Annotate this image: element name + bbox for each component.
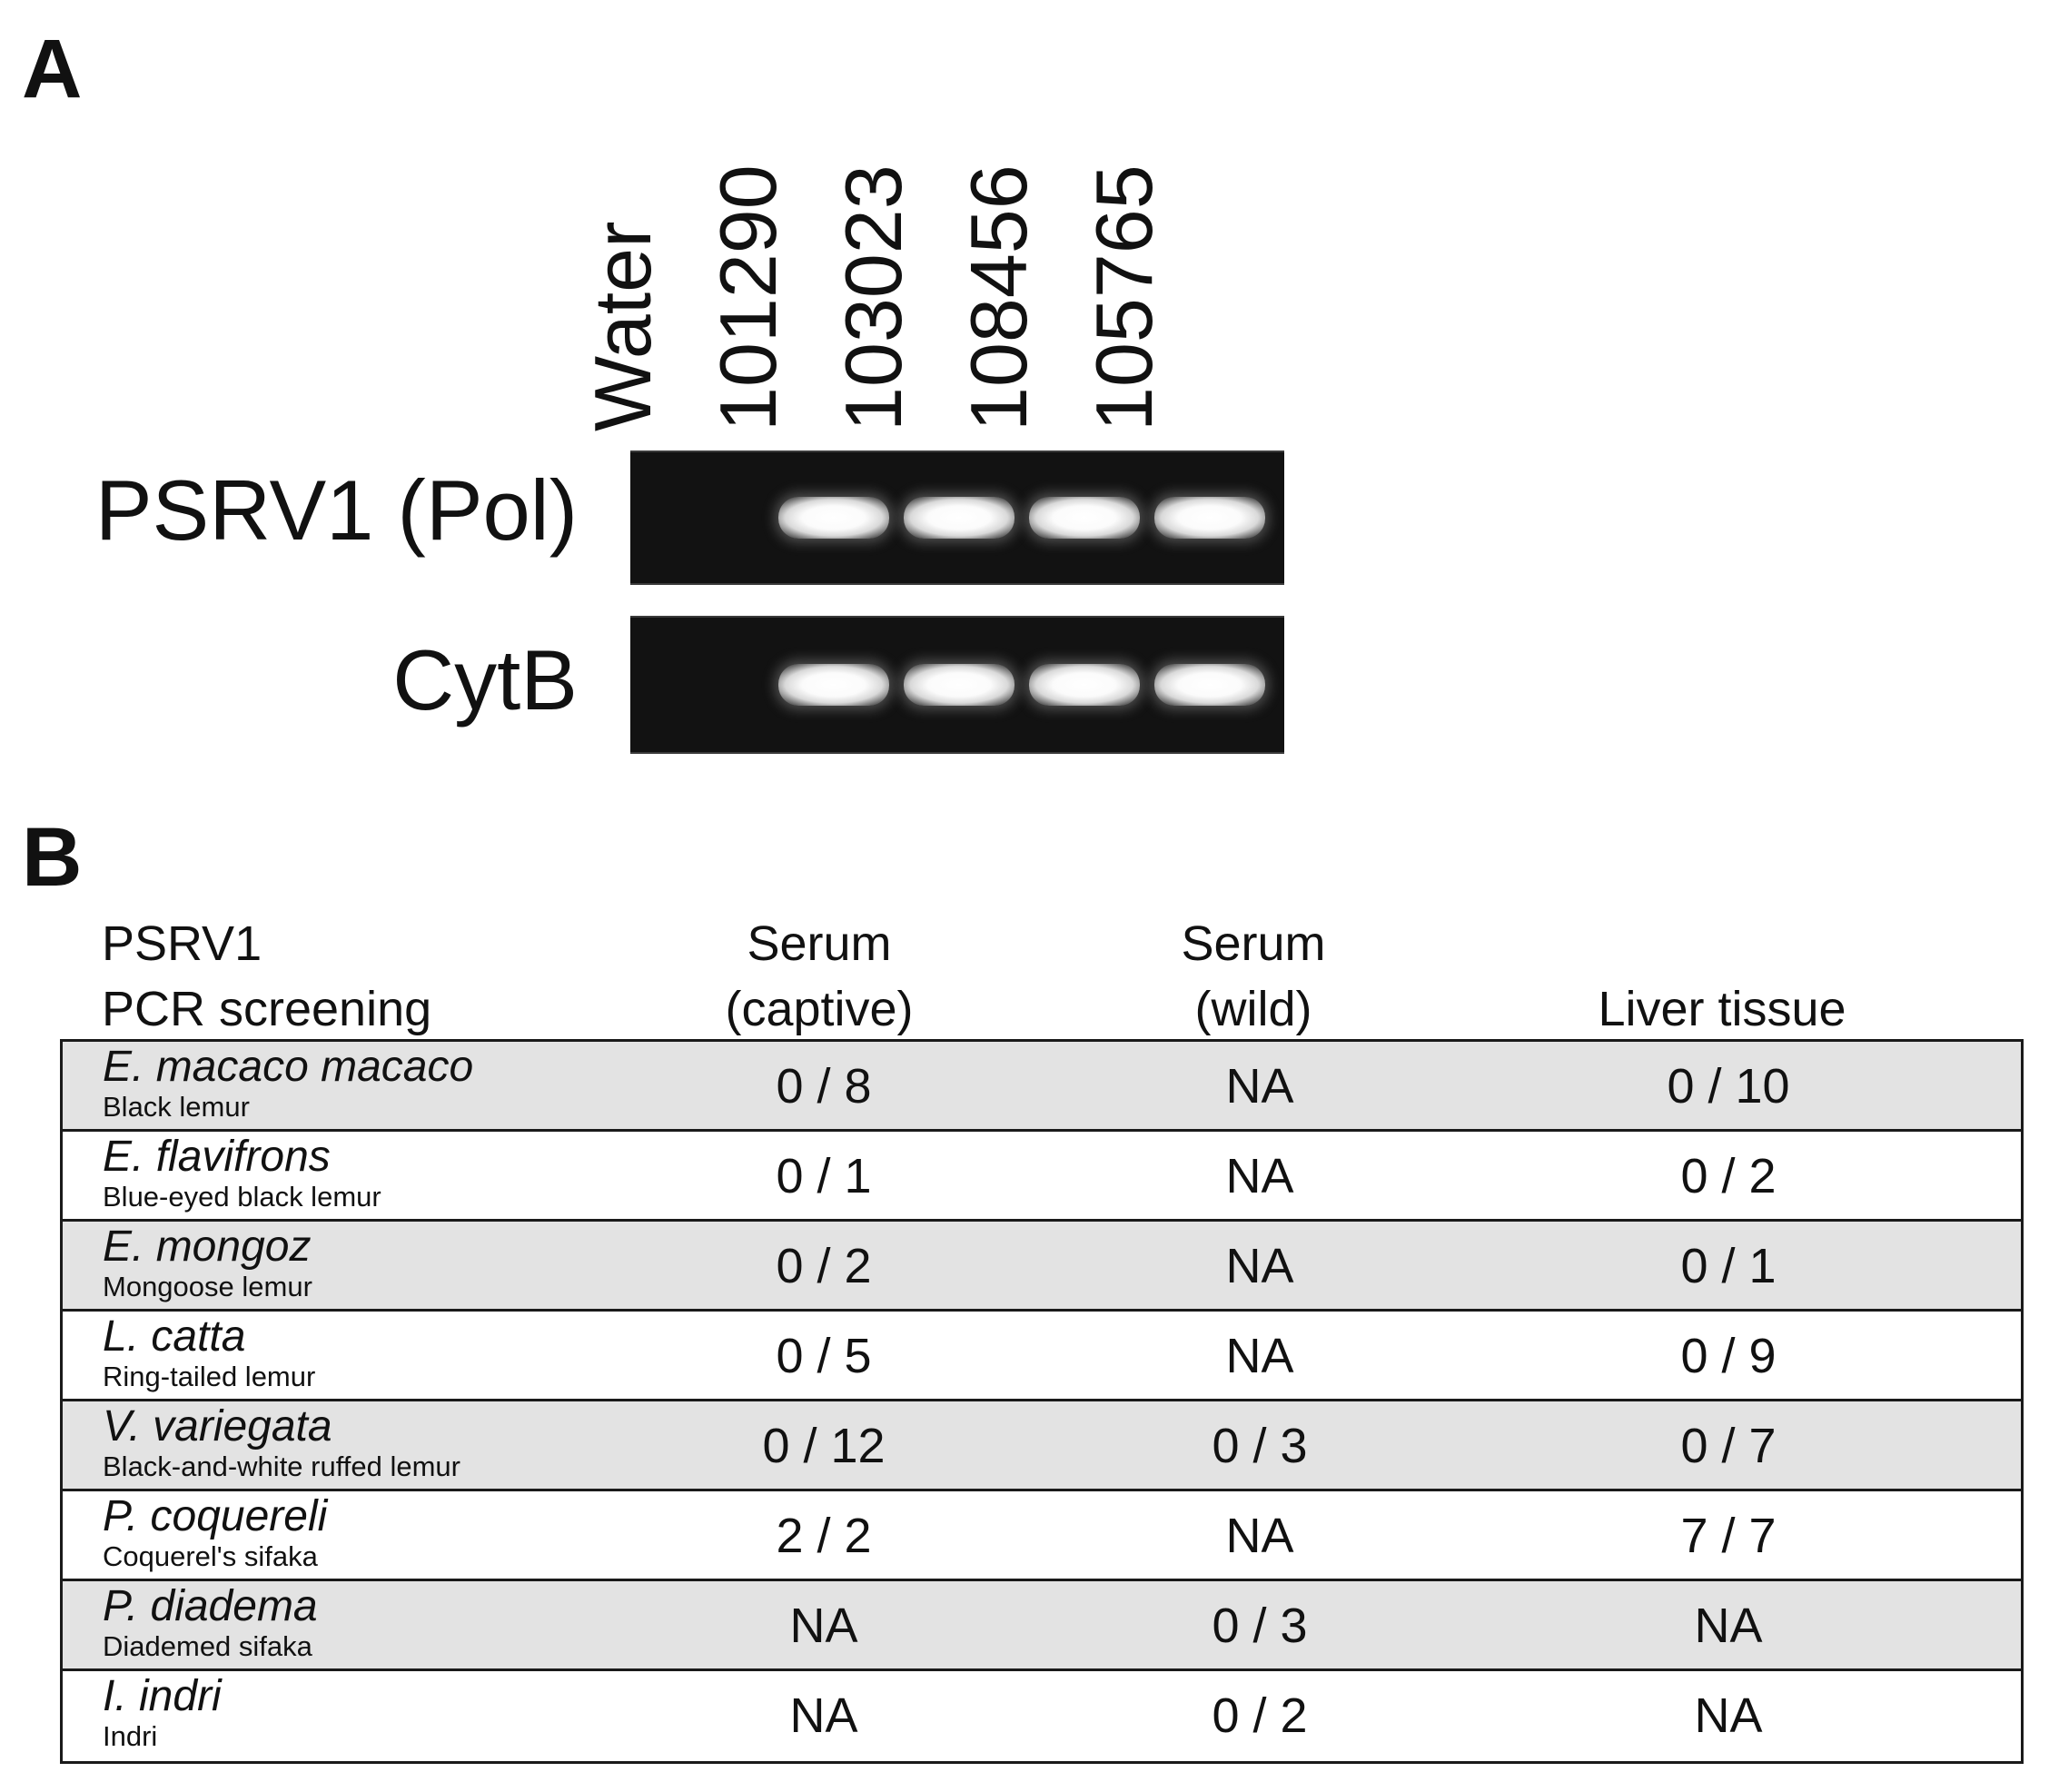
cell-serum-captive: 0 / 1 bbox=[776, 1149, 872, 1203]
cell-serum-captive: 0 / 12 bbox=[762, 1419, 886, 1473]
species-name: P. coquereli bbox=[103, 1492, 328, 1540]
species-name: P. diadema bbox=[103, 1582, 318, 1630]
column-header-captive-line2: (captive) bbox=[725, 982, 914, 1036]
species-name: V. variegata bbox=[103, 1402, 332, 1450]
cell-liver-tissue: 7 / 7 bbox=[1680, 1509, 1777, 1563]
cell-serum-wild: 0 / 2 bbox=[1212, 1688, 1308, 1743]
column-header-wild-line2: (wild) bbox=[1194, 982, 1312, 1036]
lane-label-105765: 105765 bbox=[1079, 164, 1169, 431]
panel-a-letter: A bbox=[22, 23, 83, 115]
common-name: Black lemur bbox=[103, 1091, 250, 1123]
cell-serum-captive: 2 / 2 bbox=[776, 1509, 872, 1563]
lane-label-108456: 108456 bbox=[954, 164, 1044, 431]
cell-serum-wild: NA bbox=[1225, 1509, 1294, 1563]
species-name: E. macaco macaco bbox=[103, 1043, 474, 1091]
table-row: E. macaco macaco Black lemur 0 / 8 NA 0 … bbox=[63, 1042, 2021, 1132]
gel-band bbox=[778, 497, 889, 539]
cell-serum-wild: 0 / 3 bbox=[1212, 1419, 1308, 1473]
common-name: Ring-tailed lemur bbox=[103, 1361, 316, 1392]
gel-band bbox=[1029, 664, 1140, 706]
table-row: P. diadema Diademed sifaka NA 0 / 3 NA bbox=[63, 1581, 2021, 1671]
cell-serum-wild: NA bbox=[1225, 1239, 1294, 1293]
cell-serum-wild: NA bbox=[1225, 1149, 1294, 1203]
cell-serum-wild: 0 / 3 bbox=[1212, 1599, 1308, 1653]
column-header-captive-line1: Serum bbox=[747, 916, 892, 971]
table-row: E. flavifrons Blue-eyed black lemur 0 / … bbox=[63, 1132, 2021, 1222]
common-name: Indri bbox=[103, 1720, 158, 1752]
screening-table: E. macaco macaco Black lemur 0 / 8 NA 0 … bbox=[60, 1039, 2024, 1764]
table-row: E. mongoz Mongoose lemur 0 / 2 NA 0 / 1 bbox=[63, 1222, 2021, 1312]
species-name: E. flavifrons bbox=[103, 1133, 331, 1181]
common-name: Coquerel's sifaka bbox=[103, 1540, 318, 1572]
table-row: P. coquereli Coquerel's sifaka 2 / 2 NA … bbox=[63, 1491, 2021, 1581]
lane-label-103023: 103023 bbox=[828, 164, 918, 431]
cell-liver-tissue: 0 / 9 bbox=[1680, 1329, 1777, 1383]
table-header-title: PSRV1 PCR screening bbox=[102, 911, 431, 1042]
column-header-serum-wild: Serum (wild) bbox=[1026, 911, 1480, 1042]
cell-serum-wild: NA bbox=[1225, 1329, 1294, 1383]
gel-image-pol bbox=[630, 450, 1284, 585]
column-header-wild-line1: Serum bbox=[1181, 916, 1326, 971]
column-header-serum-captive: Serum (captive) bbox=[592, 911, 1046, 1042]
panel-b-letter: B bbox=[22, 811, 83, 904]
gel-band bbox=[1029, 497, 1140, 539]
cell-serum-captive: NA bbox=[789, 1599, 858, 1653]
lane-label-water: Water bbox=[578, 221, 668, 431]
cell-serum-captive: 0 / 8 bbox=[776, 1059, 872, 1114]
cell-serum-captive: 0 / 5 bbox=[776, 1329, 872, 1383]
gel-image-cytb bbox=[630, 616, 1284, 754]
gel-band bbox=[1154, 497, 1265, 539]
common-name: Mongoose lemur bbox=[103, 1271, 312, 1302]
table-row: L. catta Ring-tailed lemur 0 / 5 NA 0 / … bbox=[63, 1312, 2021, 1401]
lane-label-101290: 101290 bbox=[703, 164, 793, 431]
gel-row-label-pol: PSRV1 (Pol) bbox=[94, 462, 578, 558]
common-name: Black-and-white ruffed lemur bbox=[103, 1450, 460, 1482]
cell-liver-tissue: 0 / 10 bbox=[1667, 1059, 1790, 1114]
species-name: I. indri bbox=[103, 1672, 222, 1720]
cell-liver-tissue: 0 / 2 bbox=[1680, 1149, 1777, 1203]
table-row: V. variegata Black-and-white ruffed lemu… bbox=[63, 1401, 2021, 1491]
table-header-title-line2: PCR screening bbox=[102, 982, 432, 1036]
species-name: E. mongoz bbox=[103, 1223, 312, 1271]
cell-serum-captive: 0 / 2 bbox=[776, 1239, 872, 1293]
column-header-liver-tissue: Liver tissue bbox=[1598, 982, 1846, 1036]
common-name: Diademed sifaka bbox=[103, 1630, 312, 1662]
cell-liver-tissue: NA bbox=[1694, 1599, 1763, 1653]
gel-band bbox=[1154, 664, 1265, 706]
gel-band bbox=[904, 497, 1015, 539]
species-name: L. catta bbox=[103, 1312, 246, 1361]
gel-row-label-cytb: CytB bbox=[392, 632, 578, 728]
gel-band bbox=[778, 664, 889, 706]
table-header-title-line1: PSRV1 bbox=[102, 916, 262, 971]
cell-liver-tissue: NA bbox=[1694, 1688, 1763, 1743]
cell-serum-wild: NA bbox=[1225, 1059, 1294, 1114]
common-name: Blue-eyed black lemur bbox=[103, 1181, 381, 1213]
gel-band bbox=[904, 664, 1015, 706]
table-row: I. indri Indri NA 0 / 2 NA bbox=[63, 1671, 2021, 1761]
cell-liver-tissue: 0 / 7 bbox=[1680, 1419, 1777, 1473]
cell-liver-tissue: 0 / 1 bbox=[1680, 1239, 1777, 1293]
cell-serum-captive: NA bbox=[789, 1688, 858, 1743]
lane-label-4-wrap: 105765 bbox=[1079, 164, 1219, 437]
